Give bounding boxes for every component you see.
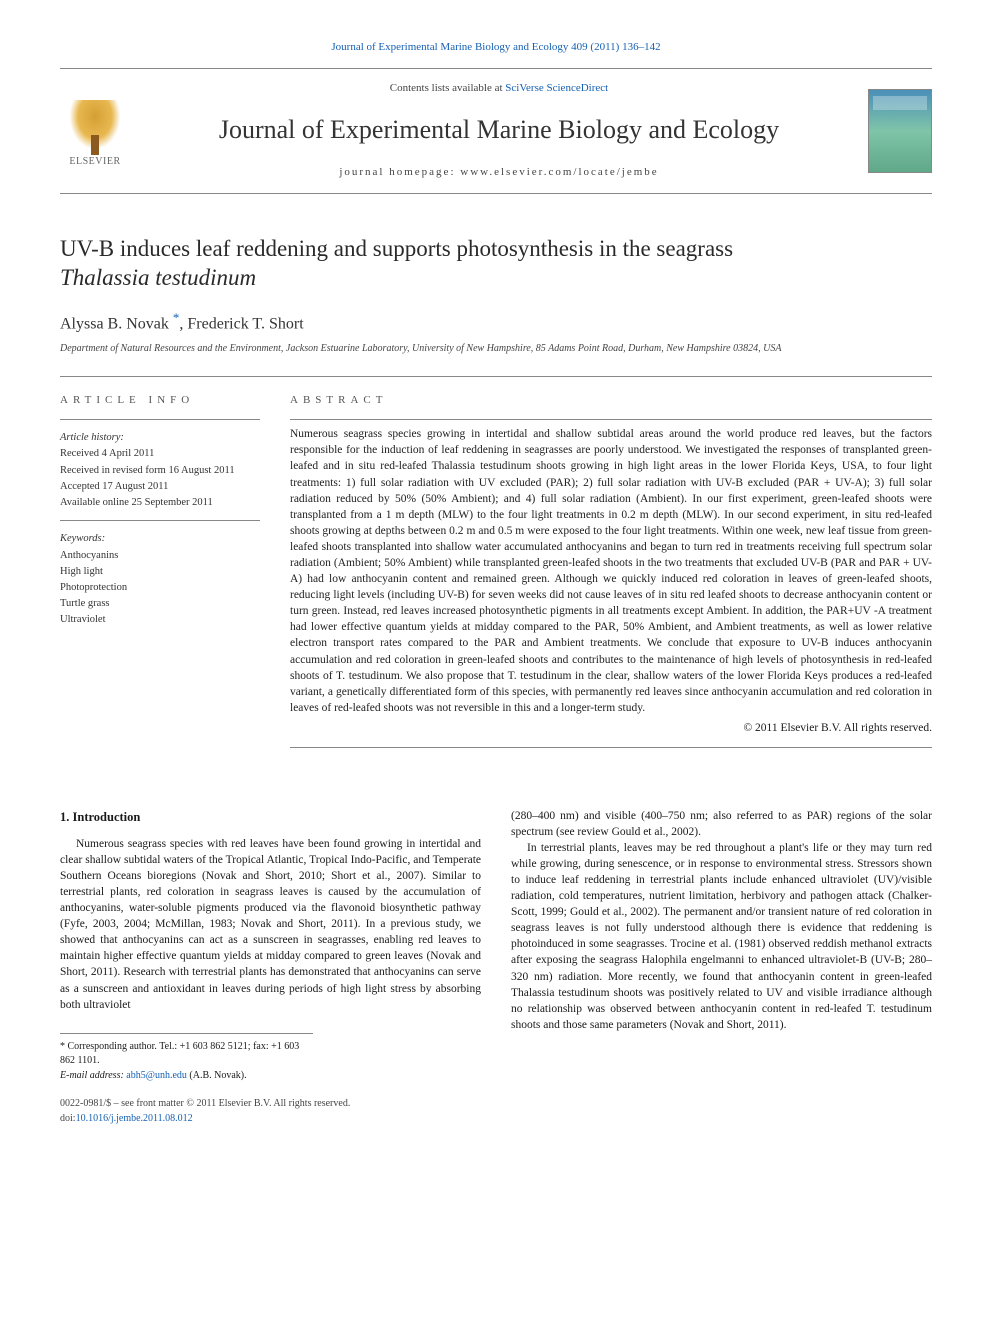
elsevier-tree-icon: [65, 100, 125, 155]
abstract-copyright: © 2011 Elsevier B.V. All rights reserved…: [290, 720, 932, 737]
homepage-prefix: journal homepage:: [339, 166, 460, 178]
abstract-column: abstract Numerous seagrass species growi…: [290, 393, 932, 747]
info-divider: [60, 419, 260, 420]
doi-label: doi:: [60, 1113, 76, 1124]
author-1: Alyssa B. Novak: [60, 316, 169, 333]
footer-info: 0022-0981/$ – see front matter © 2011 El…: [60, 1097, 481, 1126]
accepted-date: Accepted 17 August 2011: [60, 479, 260, 494]
keyword: Turtle grass: [60, 596, 260, 611]
journal-cover-thumbnail: [868, 89, 932, 173]
article-title: UV-B induces leaf reddening and supports…: [60, 234, 932, 294]
col2-para-1: (280–400 nm) and visible (400–750 nm; al…: [511, 808, 932, 840]
author-2: Frederick T. Short: [187, 316, 303, 333]
footnote-block: * Corresponding author. Tel.: +1 603 862…: [60, 1033, 313, 1084]
intro-heading: 1. Introduction: [60, 808, 481, 826]
email-label: E-mail address:: [60, 1070, 126, 1081]
email-link[interactable]: abh5@unh.edu: [126, 1070, 187, 1081]
doi-line: doi:10.1016/j.jembe.2011.08.012: [60, 1112, 481, 1127]
contents-line: Contents lists available at SciVerse Sci…: [130, 81, 868, 97]
body-col-left: 1. Introduction Numerous seagrass specie…: [60, 808, 481, 1127]
journal-name: Journal of Experimental Marine Biology a…: [130, 111, 868, 149]
elsevier-label: ELSEVIER: [69, 155, 120, 170]
elsevier-logo: ELSEVIER: [60, 92, 130, 170]
email-line: E-mail address: abh5@unh.edu (A.B. Novak…: [60, 1069, 313, 1084]
body-two-column: 1. Introduction Numerous seagrass specie…: [60, 808, 932, 1127]
sciencedirect-link[interactable]: SciVerse ScienceDirect: [505, 82, 608, 94]
body-col-right: (280–400 nm) and visible (400–750 nm; al…: [511, 808, 932, 1127]
email-attrib: (A.B. Novak).: [187, 1070, 247, 1081]
info-divider-2: [60, 520, 260, 521]
keyword: Ultraviolet: [60, 612, 260, 627]
abstract-bottom-divider: [290, 747, 932, 748]
citation-link[interactable]: Journal of Experimental Marine Biology a…: [331, 41, 660, 53]
keyword: Anthocyanins: [60, 548, 260, 563]
affiliation: Department of Natural Resources and the …: [60, 342, 932, 357]
authors: Alyssa B. Novak *, Frederick T. Short: [60, 309, 932, 336]
journal-header: ELSEVIER Contents lists available at Sci…: [60, 68, 932, 194]
citation-header: Journal of Experimental Marine Biology a…: [60, 40, 932, 56]
online-date: Available online 25 September 2011: [60, 495, 260, 510]
keywords-label: Keywords:: [60, 531, 260, 546]
article-info-heading: article info: [60, 393, 260, 409]
divider: [60, 376, 932, 377]
issn-line: 0022-0981/$ – see front matter © 2011 El…: [60, 1097, 481, 1112]
revised-date: Received in revised form 16 August 2011: [60, 463, 260, 478]
received-date: Received 4 April 2011: [60, 446, 260, 461]
homepage-url: www.elsevier.com/locate/jembe: [460, 166, 658, 178]
corresponding-footnote: * Corresponding author. Tel.: +1 603 862…: [60, 1040, 313, 1069]
title-species: Thalassia testudinum: [60, 265, 256, 290]
abstract-divider: [290, 419, 932, 420]
keyword: High light: [60, 564, 260, 579]
col2-para-2: In terrestrial plants, leaves may be red…: [511, 840, 932, 1033]
intro-para-1: Numerous seagrass species with red leave…: [60, 836, 481, 1013]
keyword: Photoprotection: [60, 580, 260, 595]
doi-link[interactable]: 10.1016/j.jembe.2011.08.012: [76, 1113, 193, 1124]
journal-homepage: journal homepage: www.elsevier.com/locat…: [130, 165, 868, 181]
history-label: Article history:: [60, 430, 260, 445]
title-text: UV-B induces leaf reddening and supports…: [60, 236, 733, 261]
contents-prefix: Contents lists available at: [390, 82, 505, 94]
abstract-text: Numerous seagrass species growing in int…: [290, 426, 932, 716]
abstract-heading: abstract: [290, 393, 932, 409]
article-info-sidebar: article info Article history: Received 4…: [60, 393, 260, 747]
